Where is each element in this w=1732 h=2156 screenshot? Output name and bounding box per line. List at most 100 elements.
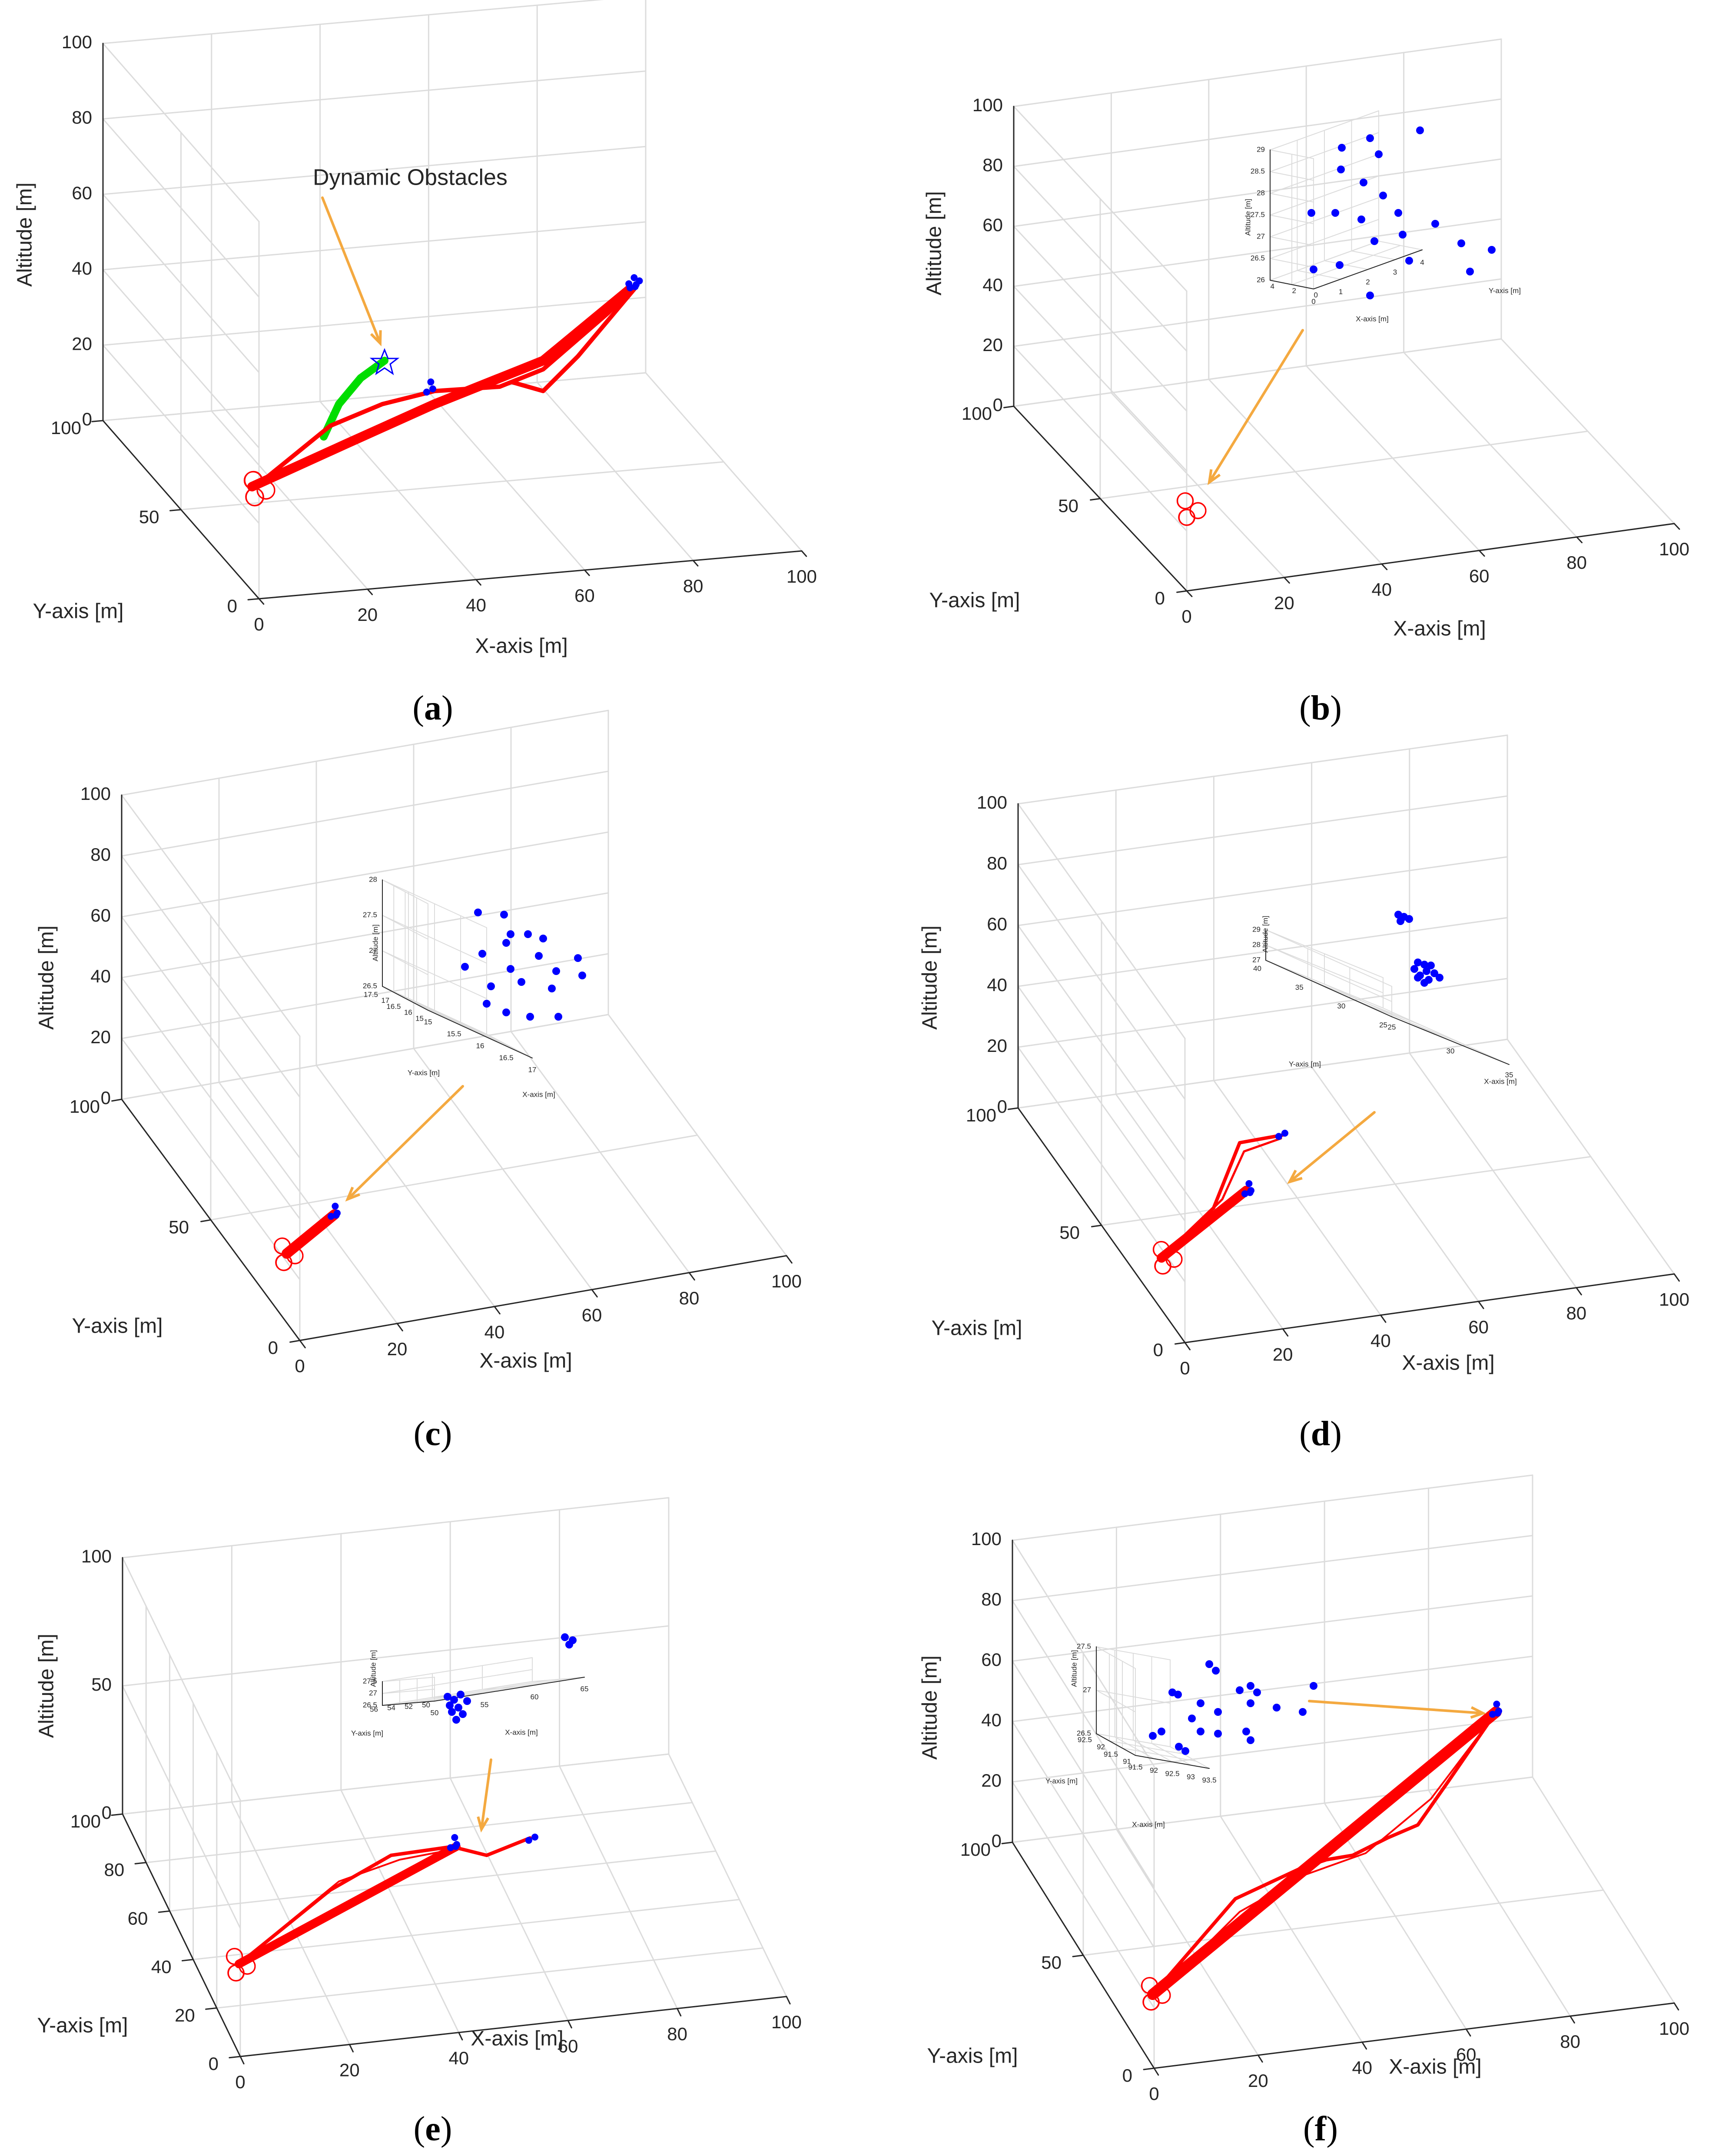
inset-z-tick-label: 27	[1083, 1685, 1091, 1694]
uav-trajectory	[511, 287, 637, 393]
uav-dot	[1366, 134, 1374, 142]
uav-dot	[1366, 292, 1374, 299]
grid-line	[1013, 218, 1502, 287]
x-tick	[258, 598, 265, 605]
grid-line	[169, 1850, 717, 1912]
x-tick-label: 60	[558, 2036, 578, 2056]
uav-dot	[1399, 231, 1407, 239]
y-tick-label: 100	[70, 1096, 100, 1117]
z-tick-label: 20	[981, 1770, 1002, 1791]
x-tick-label: 40	[1370, 1330, 1391, 1351]
uav-dot	[1337, 166, 1345, 173]
uav-marker	[1246, 1189, 1254, 1196]
inset-y-tick-label: 2	[1292, 286, 1296, 295]
y-tick-label: 0	[227, 596, 237, 616]
annotation-arrow	[1208, 329, 1304, 484]
grid-line	[1012, 1776, 1533, 1843]
inset-grid-line	[1265, 929, 1392, 987]
y-tick-label: 100	[70, 1811, 101, 1831]
inset-grid-line	[1109, 1740, 1184, 1755]
x-tick-label: 40	[1352, 2057, 1372, 2078]
z-tick-label: 100	[971, 1529, 1002, 1549]
uav-dot	[500, 911, 508, 919]
inset-y-tick-label: 92.5	[1078, 1735, 1092, 1744]
x-tick-label: 60	[1456, 2044, 1477, 2065]
uav-dot	[507, 965, 514, 973]
uav-dot	[1410, 965, 1418, 973]
uav-dot	[1242, 1728, 1250, 1735]
inset-y-axis-label: Y-axis [m]	[351, 1729, 383, 1737]
inset-x-tick-label: 92.5	[1165, 1769, 1179, 1778]
grid-line	[1012, 1595, 1533, 1662]
x-tick-label: 80	[1560, 2031, 1580, 2052]
inset-x-tick-label: 50	[431, 1708, 439, 1717]
uav-trajectory	[242, 1848, 457, 1960]
uav-dot	[1357, 216, 1365, 223]
y-tick	[1072, 1954, 1084, 1957]
uav-dot	[502, 1008, 510, 1016]
inset-x-tick-label: 16.5	[499, 1054, 513, 1062]
x-tick-label: 80	[683, 576, 703, 596]
panel-d: 0 20 40 60 80 100 0 50 100 0 20 40 60 80 100 X-axis [m]…	[866, 734, 1732, 1473]
uav-marker	[631, 283, 639, 290]
x-tick-label: 20	[1248, 2070, 1268, 2091]
annotation-dynamic-obstacles: Dynamic Obstacles	[313, 165, 508, 190]
uav-dot	[1431, 220, 1439, 228]
uav-trajectory	[1161, 1718, 1493, 1991]
y-tick-label: 0	[209, 2053, 219, 2074]
uav-dot	[1488, 246, 1496, 254]
start-swarm-circle	[275, 1254, 292, 1271]
inset-x-tick-label: 15	[424, 1018, 432, 1026]
uav-dot	[561, 1633, 569, 1641]
panel-c: 0 20 40 60 80 100 0 50 100 0 20 40 60 80 100 X-axis [m]…	[0, 710, 866, 1473]
x-tick-label: 0	[295, 1356, 305, 1376]
uav-trajectory	[1147, 1706, 1502, 2000]
panel-e: 0 20 40 60 80 100 0 20 40 60 80 100 0 50 100 X-axis [m]…	[0, 1486, 866, 2155]
uav-marker	[1494, 1709, 1501, 1717]
z-tick-label: 100	[972, 95, 1003, 115]
x-tick-label: 40	[484, 1322, 505, 1342]
y-tick	[1143, 2067, 1155, 2070]
grid-line	[102, 0, 604, 44]
inset-z-tick-label: 26.5	[1251, 254, 1265, 262]
z-axis-label: Altitude [m]	[923, 191, 946, 295]
grid-line	[121, 831, 609, 918]
inset-y-tick-label: 91.5	[1104, 1750, 1118, 1758]
x-tick-label: 80	[1566, 1303, 1586, 1323]
uav-dot	[1188, 1715, 1196, 1722]
uav-dot	[444, 1693, 451, 1701]
uav-marker	[1275, 1133, 1282, 1140]
grid-line	[1012, 1716, 1533, 1783]
inset-grid-line	[405, 998, 510, 1047]
y-tick	[200, 1219, 212, 1222]
uav-marker	[625, 280, 633, 288]
grid-line	[102, 221, 647, 271]
x-axis-label: X-axis [m]	[1402, 1352, 1494, 1375]
inset-x-tick-label: 92	[1150, 1766, 1158, 1775]
uav-dot	[461, 963, 469, 971]
x-tick	[1361, 2041, 1367, 2050]
uav-dot	[548, 985, 556, 992]
uav-dot	[448, 1708, 456, 1716]
uav-dot	[1420, 979, 1428, 987]
inset-y-tick-label: 30	[1337, 1002, 1345, 1010]
uav-trajectory	[1169, 1137, 1282, 1253]
uav-dot	[1427, 962, 1435, 969]
inset-x-tick-label: 93	[1187, 1773, 1195, 1781]
x-tick	[567, 2020, 572, 2029]
y-tick	[111, 1813, 123, 1816]
z-tick-label: 20	[72, 333, 92, 354]
y-axis-line	[122, 1813, 241, 2057]
grid-line	[1013, 278, 1502, 347]
y-tick	[158, 1910, 170, 1913]
inset-grid-line	[1096, 1733, 1171, 1747]
z-tick-label: 80	[981, 1589, 1002, 1609]
grid-line	[1017, 978, 1508, 1048]
inset-grid-line	[382, 1669, 533, 1694]
uav-dot	[524, 930, 532, 938]
inset-y-tick-label: 17	[381, 996, 389, 1005]
uav-dot	[1405, 257, 1413, 265]
uav-dot	[1212, 1667, 1220, 1675]
inset-x-axis	[1313, 249, 1423, 289]
uav-dot	[1331, 209, 1339, 217]
